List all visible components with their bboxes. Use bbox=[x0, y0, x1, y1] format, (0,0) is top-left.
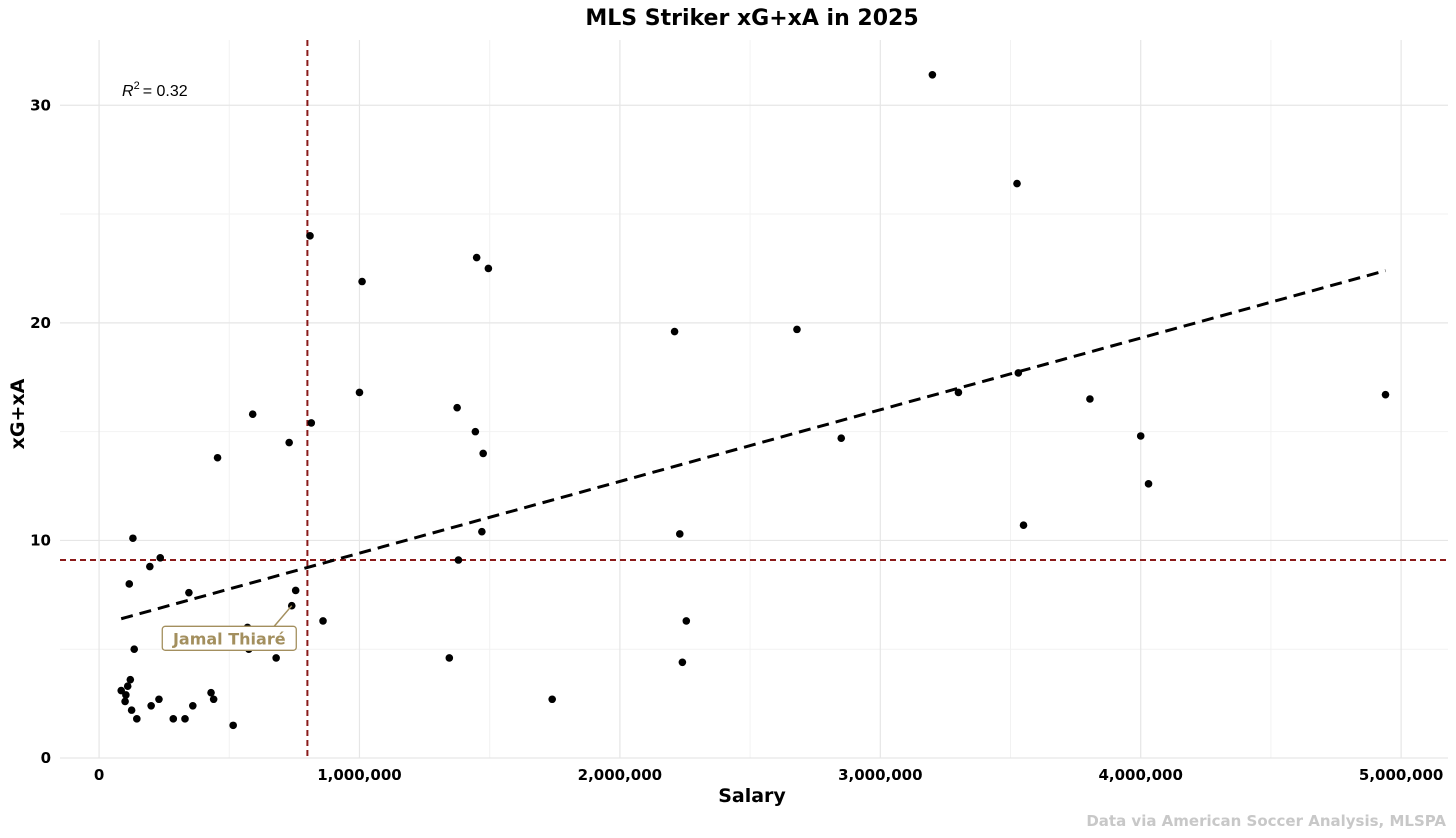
highlight-label-box bbox=[161, 625, 297, 651]
y-axis-title: xG+xA bbox=[7, 378, 29, 449]
data-point bbox=[307, 419, 316, 427]
data-point bbox=[181, 715, 189, 723]
data-point bbox=[445, 654, 454, 662]
r-squared-exponent: 2 bbox=[134, 80, 140, 92]
tick-labels: 0 1,000,000 2,000,000 3,000,000 4,000,000 5,0… bbox=[30, 96, 1443, 784]
data-point bbox=[122, 691, 130, 699]
data-point bbox=[209, 695, 218, 704]
data-point bbox=[954, 388, 963, 397]
y-tick-label: 30 bbox=[30, 96, 51, 114]
x-tick-label: 4,000,000 bbox=[1098, 766, 1182, 784]
x-tick-label: 5,000,000 bbox=[1359, 766, 1443, 784]
data-point bbox=[670, 327, 679, 336]
data-point bbox=[1014, 369, 1023, 377]
data-point bbox=[678, 658, 687, 667]
data-point bbox=[479, 449, 487, 458]
data-point bbox=[484, 264, 493, 273]
data-point bbox=[126, 675, 135, 684]
x-tick-label: 2,000,000 bbox=[578, 766, 662, 784]
data-point bbox=[213, 453, 222, 462]
data-point bbox=[248, 410, 257, 419]
data-point bbox=[319, 617, 327, 625]
data-point bbox=[156, 554, 165, 562]
data-point bbox=[127, 706, 136, 714]
data-point bbox=[1086, 395, 1094, 403]
highlight-label-text: Jamal Thiaré bbox=[172, 629, 286, 648]
r-squared-symbol: R bbox=[122, 83, 134, 100]
data-point bbox=[675, 530, 684, 538]
data-point bbox=[169, 715, 178, 723]
x-tick-label: 0 bbox=[94, 766, 104, 784]
y-tick-label: 0 bbox=[41, 749, 51, 767]
source-caption: Data via American Soccer Analysis, MLSPA bbox=[1086, 812, 1446, 830]
x-tick-label: 1,000,000 bbox=[317, 766, 401, 784]
data-point bbox=[1136, 432, 1145, 440]
data-point bbox=[682, 617, 691, 625]
data-point bbox=[155, 695, 163, 704]
data-point bbox=[125, 580, 134, 588]
data-point bbox=[272, 654, 280, 662]
data-point bbox=[472, 253, 481, 262]
data-point bbox=[130, 645, 139, 654]
highlight-connector bbox=[272, 605, 293, 628]
data-point bbox=[146, 562, 154, 571]
data-point bbox=[1013, 179, 1021, 188]
data-point bbox=[471, 427, 480, 436]
data-point bbox=[189, 701, 197, 710]
data-point bbox=[229, 721, 237, 730]
data-point bbox=[355, 388, 364, 397]
trendline-layer bbox=[120, 269, 1386, 621]
chart-title: MLS Striker xG+xA in 2025 bbox=[585, 6, 918, 31]
data-point bbox=[285, 438, 293, 447]
y-tick-label: 20 bbox=[30, 314, 51, 332]
reference-lines bbox=[60, 40, 1448, 758]
highlight-layer: Jamal Thiaré bbox=[161, 605, 297, 651]
data-point bbox=[207, 688, 215, 697]
data-point bbox=[837, 434, 846, 442]
x-axis-title: Salary bbox=[718, 785, 786, 807]
data-point bbox=[133, 715, 141, 723]
data-point bbox=[453, 403, 461, 412]
data-point bbox=[123, 682, 132, 690]
data-point bbox=[548, 695, 556, 704]
data-point bbox=[793, 325, 801, 334]
data-point bbox=[1144, 480, 1153, 488]
data-point bbox=[291, 586, 300, 595]
r-squared-annotation: R2 = 0.32 bbox=[122, 80, 188, 100]
data-point bbox=[1019, 521, 1028, 529]
trendline bbox=[120, 269, 1386, 621]
data-point bbox=[147, 701, 155, 710]
y-tick-label: 10 bbox=[30, 531, 51, 549]
data-point bbox=[306, 232, 314, 240]
points bbox=[117, 71, 1390, 730]
data-point bbox=[121, 697, 129, 706]
data-point bbox=[928, 71, 937, 79]
data-point bbox=[478, 527, 486, 536]
data-point bbox=[358, 277, 366, 286]
data-point bbox=[454, 556, 463, 564]
data-point bbox=[185, 588, 193, 597]
x-tick-label: 3,000,000 bbox=[838, 766, 922, 784]
data-point bbox=[129, 534, 137, 543]
data-point bbox=[1381, 390, 1390, 399]
r-squared-value: = 0.32 bbox=[143, 83, 188, 100]
